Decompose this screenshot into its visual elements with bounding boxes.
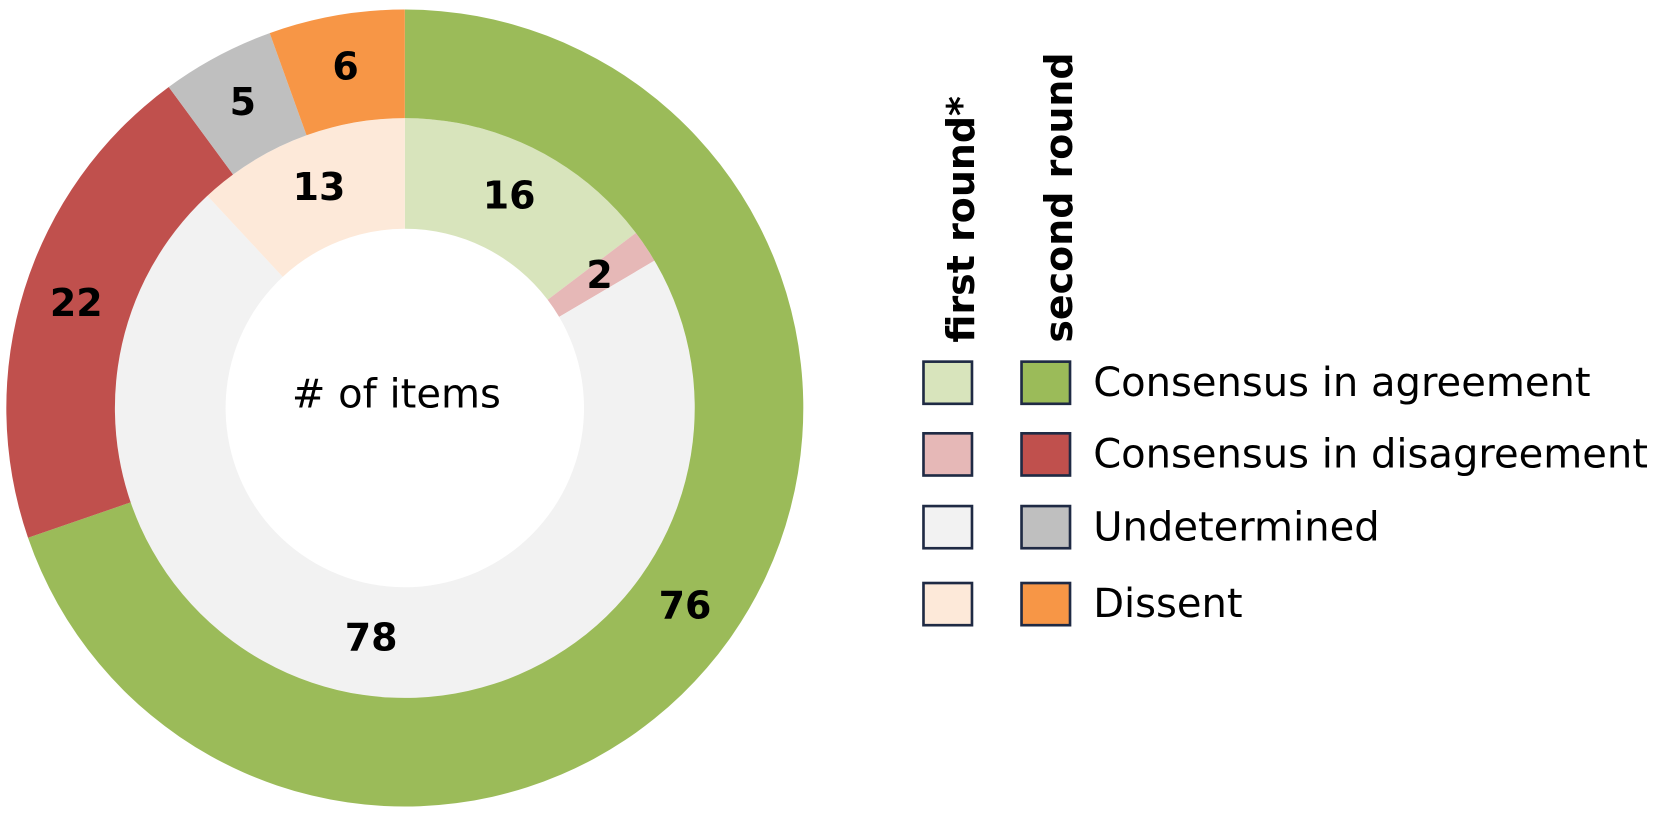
data-label: 6 <box>332 44 358 88</box>
legend-swatch <box>922 504 974 550</box>
data-label: 16 <box>483 173 536 217</box>
legend-label: Undetermined <box>1093 504 1379 550</box>
data-label: 22 <box>50 281 103 325</box>
legend-swatch <box>1020 581 1072 627</box>
legend-swatch <box>922 360 974 406</box>
data-label: 76 <box>659 583 712 627</box>
donut-segment <box>6 86 234 538</box>
center-label: # of items <box>292 371 501 417</box>
legend-swatch <box>1020 504 1072 550</box>
donut-segment <box>207 118 405 277</box>
donut-segment <box>547 232 655 317</box>
legend-label: Dissent <box>1093 581 1242 627</box>
data-label: 13 <box>293 165 346 209</box>
data-label: 5 <box>230 80 256 124</box>
legend-header: second round <box>1037 52 1081 342</box>
legend-swatch <box>922 432 974 477</box>
legend-swatch <box>1020 432 1072 477</box>
donut-segment <box>404 118 636 300</box>
legend-label: Consensus in disagreement <box>1093 432 1648 478</box>
donut-segment <box>168 33 307 175</box>
legend-swatch <box>1020 360 1072 406</box>
data-label: 78 <box>345 616 398 660</box>
donut-segment <box>114 195 695 698</box>
legend-label: Consensus in agreement <box>1093 360 1590 406</box>
legend-header: first round* <box>939 96 983 343</box>
legend-swatch <box>922 581 974 627</box>
donut-segment <box>269 9 405 136</box>
